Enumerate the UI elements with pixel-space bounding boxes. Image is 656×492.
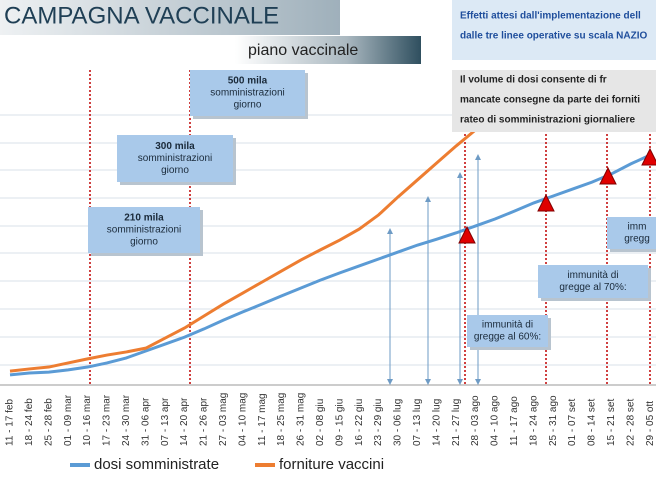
x-tick-label: 04 - 10 ago	[490, 395, 501, 446]
annotation-text: immunità di	[482, 320, 533, 331]
legend-label: forniture vaccini	[279, 456, 384, 473]
annotation-text: 500 mila	[228, 76, 268, 87]
x-tick-label: 23 - 29 giu	[373, 399, 384, 446]
annotation-text: somministrazioni	[210, 88, 284, 99]
x-tick-label: 21 - 27 lug	[451, 399, 462, 446]
x-tick-label: 08 - 14 set	[587, 399, 598, 446]
x-tick-label: 18 - 24 ago	[528, 395, 539, 446]
info-text: dalle tre linee operative su scala NAZIO	[460, 31, 648, 42]
x-tick-label: 01 - 07 set	[567, 399, 578, 446]
annotation-text: giorno	[161, 165, 189, 176]
annotation-text: somministrazioni	[107, 225, 181, 236]
x-tick-label: 17 - 23 mar	[102, 394, 113, 446]
annotation-box	[190, 70, 305, 116]
annotation-box	[88, 207, 200, 253]
milestone-marker	[537, 193, 555, 212]
x-tick-label: 11 - 17 feb	[5, 398, 16, 446]
annotation-text: gregge al 60%:	[474, 332, 541, 343]
annotation-box	[117, 135, 233, 182]
x-tick-label: 15 - 21 set	[606, 399, 617, 446]
subtitle-box	[235, 36, 421, 64]
annotation-box	[467, 315, 548, 347]
x-tick-label: 01 - 09 mar	[63, 394, 74, 446]
legend-label: dosi somministrate	[94, 456, 219, 473]
annotation-text: immunità di	[567, 270, 618, 281]
milestone-marker	[641, 147, 656, 166]
info-text: Il volume di dosi consente di fr	[460, 75, 607, 86]
annotation-box	[607, 217, 656, 249]
x-tick-label: 02 - 08 giu	[315, 399, 326, 446]
x-tick-label: 10 - 16 mar	[82, 394, 93, 446]
info-text: Effetti attesi dall'implementazione dell	[460, 11, 641, 22]
subtitle: piano vaccinale	[248, 42, 358, 59]
x-tick-label: 21 - 26 apr	[199, 397, 210, 446]
x-tick-label: 30 - 06 lug	[393, 399, 404, 446]
annotation-box	[538, 265, 648, 298]
info-box	[452, 0, 656, 60]
x-tick-label: 11 - 17 ago	[509, 396, 520, 446]
x-tick-label: 24 - 30 mar	[121, 394, 132, 446]
series-line	[9, 95, 516, 373]
annotation-text: 300 mila	[155, 141, 195, 152]
x-tick-label: 04 - 10 mag	[237, 393, 248, 446]
annotation-text: gregge al 70%:	[559, 282, 626, 293]
annotation-text: gregg	[624, 234, 650, 245]
annotation-text: 210 mila	[124, 213, 164, 224]
milestone-marker	[458, 225, 476, 244]
x-tick-label: 14 - 20 lug	[431, 399, 442, 446]
annotation-text: giorno	[234, 100, 262, 111]
x-tick-label: 31 - 06 apr	[140, 397, 151, 446]
x-tick-label: 18 - 24 feb	[24, 398, 35, 446]
x-tick-label: 11 - 17 mag	[257, 393, 268, 446]
x-tick-label: 22 - 28 set	[625, 399, 636, 446]
info-text: mancate consegne da parte dei forniti	[460, 95, 640, 106]
x-tick-label: 16 - 22 giu	[354, 399, 365, 446]
milestone-marker	[599, 166, 617, 185]
annotation-text: somministrazioni	[138, 153, 212, 164]
x-tick-label: 07 - 13 apr	[160, 397, 171, 446]
title-box	[0, 0, 340, 35]
x-tick-label: 14 - 20 apr	[179, 397, 190, 446]
x-tick-label: 25 - 31 ago	[548, 395, 559, 446]
x-tick-label: 25 - 28 feb	[43, 398, 54, 446]
chart-title: CAMPAGNA VACCINALE	[4, 2, 279, 29]
x-tick-label: 18 - 25 mag	[276, 393, 287, 446]
info-box	[452, 70, 656, 132]
x-tick-label: 28 - 03 ago	[470, 395, 481, 446]
info-text: rateo di somministrazioni giornaliere	[460, 115, 635, 126]
x-tick-label: 07 - 13 lug	[412, 399, 423, 446]
x-tick-label: 09 - 15 giu	[334, 399, 345, 446]
x-tick-label: 27 - 03 mag	[218, 393, 229, 446]
annotation-text: giorno	[130, 237, 158, 248]
x-tick-label: 26 - 31 mag	[296, 393, 307, 446]
x-tick-label: 29 - 05 ott	[645, 401, 656, 446]
annotation-text: imm	[628, 222, 647, 233]
